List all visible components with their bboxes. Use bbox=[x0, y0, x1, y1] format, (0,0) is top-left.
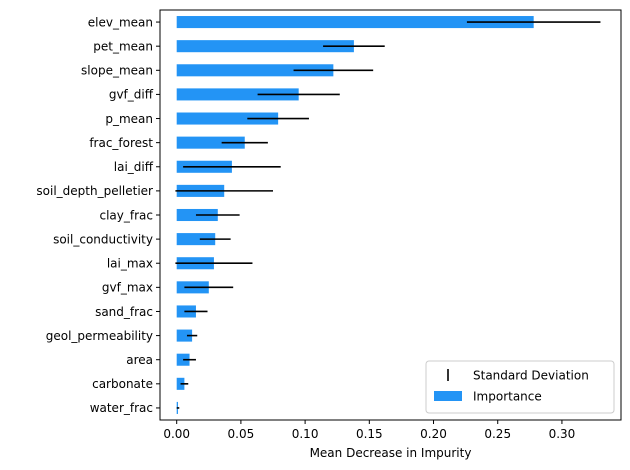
y-tick-label-carbonate: carbonate bbox=[92, 377, 153, 391]
legend-bar-swatch bbox=[434, 391, 462, 401]
y-tick-label-clay_frac: clay_frac bbox=[100, 208, 154, 222]
legend: Standard Deviation Importance bbox=[425, 360, 615, 414]
x-tick-label: 0.30 bbox=[549, 427, 576, 441]
x-tick-label: 0.05 bbox=[228, 427, 255, 441]
y-tick-label-water_frac: water_frac bbox=[90, 401, 153, 415]
y-axis-ticks: elev_mean pet_mean slope_mean gvf_diff p_mea… bbox=[36, 15, 160, 415]
y-tick-label-pet_mean: pet_mean bbox=[93, 39, 153, 53]
x-tick-label: 0.20 bbox=[420, 427, 447, 441]
error-bars-layer bbox=[175, 21, 601, 409]
bar-area bbox=[176, 353, 190, 366]
x-tick-label: 0.15 bbox=[356, 427, 383, 441]
y-tick-label-slope_mean: slope_mean bbox=[81, 64, 153, 78]
y-tick-label-frac_forest: frac_forest bbox=[89, 136, 153, 150]
x-axis-label: Mean Decrease in Impurity bbox=[310, 446, 472, 460]
bar-soil_conductivity bbox=[176, 233, 216, 246]
y-tick-label-gvf_diff: gvf_diff bbox=[109, 88, 154, 102]
y-tick-label-soil_conductivity: soil_conductivity bbox=[53, 232, 153, 246]
bar-elev_mean bbox=[176, 16, 534, 29]
bar-geol_permeability bbox=[176, 329, 193, 342]
bar-slope_mean bbox=[176, 64, 334, 77]
y-tick-label-geol_permeability: geol_permeability bbox=[46, 329, 153, 343]
x-tick-label: 0.25 bbox=[484, 427, 511, 441]
x-axis-ticks: 0.00 0.05 0.10 0.15 0.20 0.25 0.30 bbox=[163, 420, 575, 441]
legend-frame bbox=[425, 360, 615, 414]
legend-label-standard-deviation: Standard Deviation bbox=[473, 369, 589, 383]
y-tick-label-elev_mean: elev_mean bbox=[88, 15, 153, 29]
bar-gvf_diff bbox=[176, 88, 299, 101]
y-tick-label-p_mean: p_mean bbox=[105, 112, 153, 126]
bar-frac_forest bbox=[176, 136, 245, 149]
x-tick-label: 0.00 bbox=[163, 427, 190, 441]
legend-label-importance: Importance bbox=[473, 390, 542, 404]
x-tick-label: 0.10 bbox=[292, 427, 319, 441]
bar-pet_mean bbox=[176, 40, 354, 53]
y-tick-label-lai_max: lai_max bbox=[107, 257, 153, 271]
y-tick-label-area: area bbox=[126, 353, 153, 367]
y-tick-label-soil_depth_pelletier: soil_depth_pelletier bbox=[36, 184, 153, 198]
bar-p_mean bbox=[176, 112, 279, 125]
y-tick-label-lai_diff: lai_diff bbox=[114, 160, 154, 174]
y-tick-label-sand_frac: sand_frac bbox=[95, 305, 153, 319]
y-tick-label-gvf_max: gvf_max bbox=[102, 281, 153, 295]
